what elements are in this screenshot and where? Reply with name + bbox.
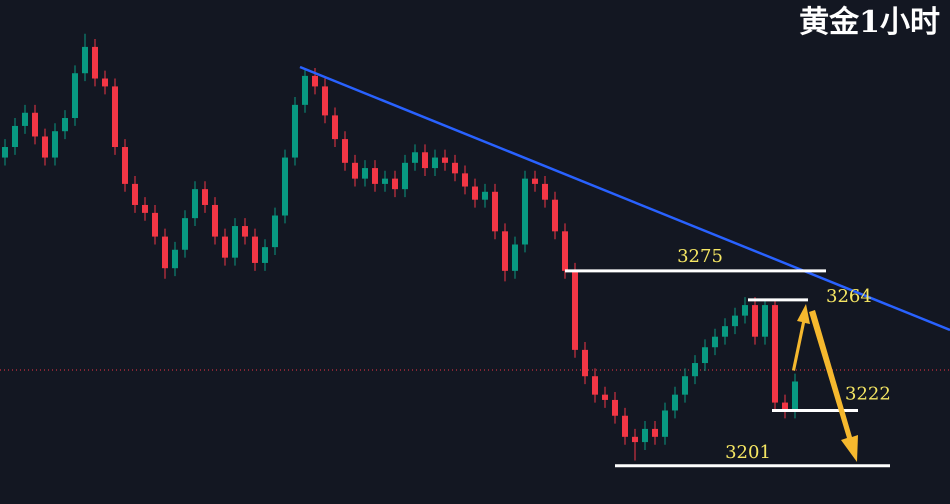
candle-body — [222, 236, 228, 258]
candle-body — [252, 236, 258, 263]
candle-body — [442, 157, 448, 163]
levels: 3275 3264 3222 3201 — [565, 246, 891, 468]
candle-body — [372, 168, 378, 184]
candle-body — [272, 215, 278, 248]
candle-body — [652, 428, 658, 437]
candle-body — [482, 191, 488, 200]
candle-body — [92, 46, 98, 79]
candle-body — [752, 305, 758, 337]
candle-body — [312, 75, 318, 87]
candle-body — [582, 349, 588, 377]
candle-body — [202, 189, 208, 205]
candle-body — [552, 199, 558, 232]
candle-body — [322, 86, 328, 116]
candle-body — [792, 381, 798, 411]
candle-body — [192, 189, 198, 219]
candle-body — [512, 244, 518, 271]
candle-body — [22, 112, 28, 126]
candle-body — [52, 131, 58, 158]
candle-body — [612, 399, 618, 416]
candle-body — [102, 78, 108, 87]
up-arrow — [792, 304, 810, 371]
candle-body — [162, 236, 168, 269]
candle-body — [2, 147, 8, 158]
candle-body — [642, 428, 648, 443]
candle-body — [592, 376, 598, 395]
candle-body — [292, 104, 298, 158]
level-label: 3275 — [677, 246, 723, 267]
trend-line — [299, 65, 950, 332]
level-label: 3222 — [845, 383, 891, 404]
candle-body — [302, 75, 308, 105]
candle-body — [392, 178, 398, 190]
candle-body — [332, 115, 338, 140]
candle-body — [212, 204, 218, 237]
candle-body — [12, 125, 18, 148]
candle-body — [62, 118, 68, 132]
candle-body — [42, 136, 48, 158]
candle-body — [132, 183, 138, 205]
candle-body — [282, 157, 288, 216]
candle-body — [682, 376, 688, 395]
candle-body — [262, 247, 268, 263]
candles — [2, 33, 798, 461]
candle-body — [232, 226, 238, 258]
candle-body — [672, 394, 678, 411]
candle-body — [362, 168, 368, 179]
candle-body — [572, 270, 578, 350]
candle-body — [492, 191, 498, 232]
candle-body — [622, 415, 628, 437]
candle-body — [72, 73, 78, 119]
candle-body — [142, 204, 148, 213]
candle-body — [502, 231, 508, 271]
candle-body — [382, 178, 388, 184]
candle-body — [692, 363, 698, 377]
chart-title: 黄金1小时 — [799, 5, 940, 40]
candle-body — [522, 178, 528, 245]
candle-body — [32, 112, 38, 137]
candle-body — [762, 305, 768, 337]
level-label: 3264 — [826, 286, 872, 307]
candle-body — [562, 231, 568, 271]
candle-body — [782, 402, 788, 411]
candle-body — [722, 326, 728, 337]
candle-body — [152, 212, 158, 237]
arrows — [792, 304, 858, 462]
level-label: 3201 — [725, 442, 771, 463]
candle-body — [432, 157, 438, 169]
candle-body — [732, 315, 738, 327]
candle-body — [462, 173, 468, 187]
candle-body — [82, 46, 88, 74]
candle-body — [182, 218, 188, 250]
candle-body — [532, 178, 538, 184]
candle-body — [632, 436, 638, 443]
candle-body — [662, 410, 668, 437]
candle-body — [422, 152, 428, 169]
candle-body — [172, 249, 178, 269]
candle-body — [742, 305, 748, 316]
candle-body — [772, 305, 778, 403]
candle-body — [702, 347, 708, 364]
candle-body — [112, 86, 118, 148]
down-arrow — [809, 310, 858, 462]
candle-body — [402, 162, 408, 190]
candle-body — [712, 336, 718, 348]
candle-body — [122, 147, 128, 184]
candle-body — [242, 226, 248, 237]
candle-body — [352, 162, 358, 179]
candle-body — [602, 394, 608, 400]
candle-body — [472, 186, 478, 200]
candle-body — [412, 152, 418, 163]
candle-body — [452, 162, 458, 174]
candle-body — [542, 183, 548, 200]
candle-body — [342, 139, 348, 163]
